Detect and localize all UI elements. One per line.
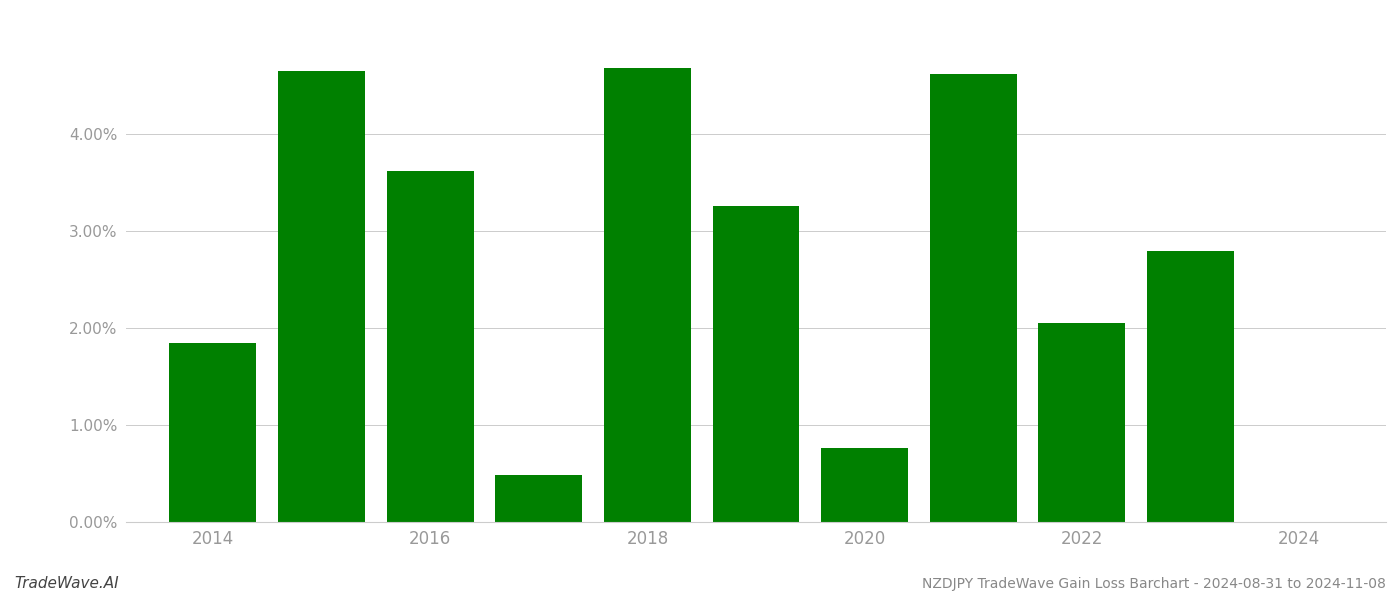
Bar <box>496 475 582 522</box>
Bar <box>1147 251 1233 522</box>
Text: NZDJPY TradeWave Gain Loss Barchart - 2024-08-31 to 2024-11-08: NZDJPY TradeWave Gain Loss Barchart - 20… <box>923 577 1386 591</box>
Bar <box>1039 323 1126 522</box>
Bar <box>386 171 473 522</box>
Bar <box>930 74 1016 522</box>
Bar <box>169 343 256 522</box>
Bar <box>822 448 909 522</box>
Bar <box>603 68 690 522</box>
Text: TradeWave.AI: TradeWave.AI <box>14 576 119 591</box>
Bar <box>713 206 799 522</box>
Bar <box>279 71 365 522</box>
